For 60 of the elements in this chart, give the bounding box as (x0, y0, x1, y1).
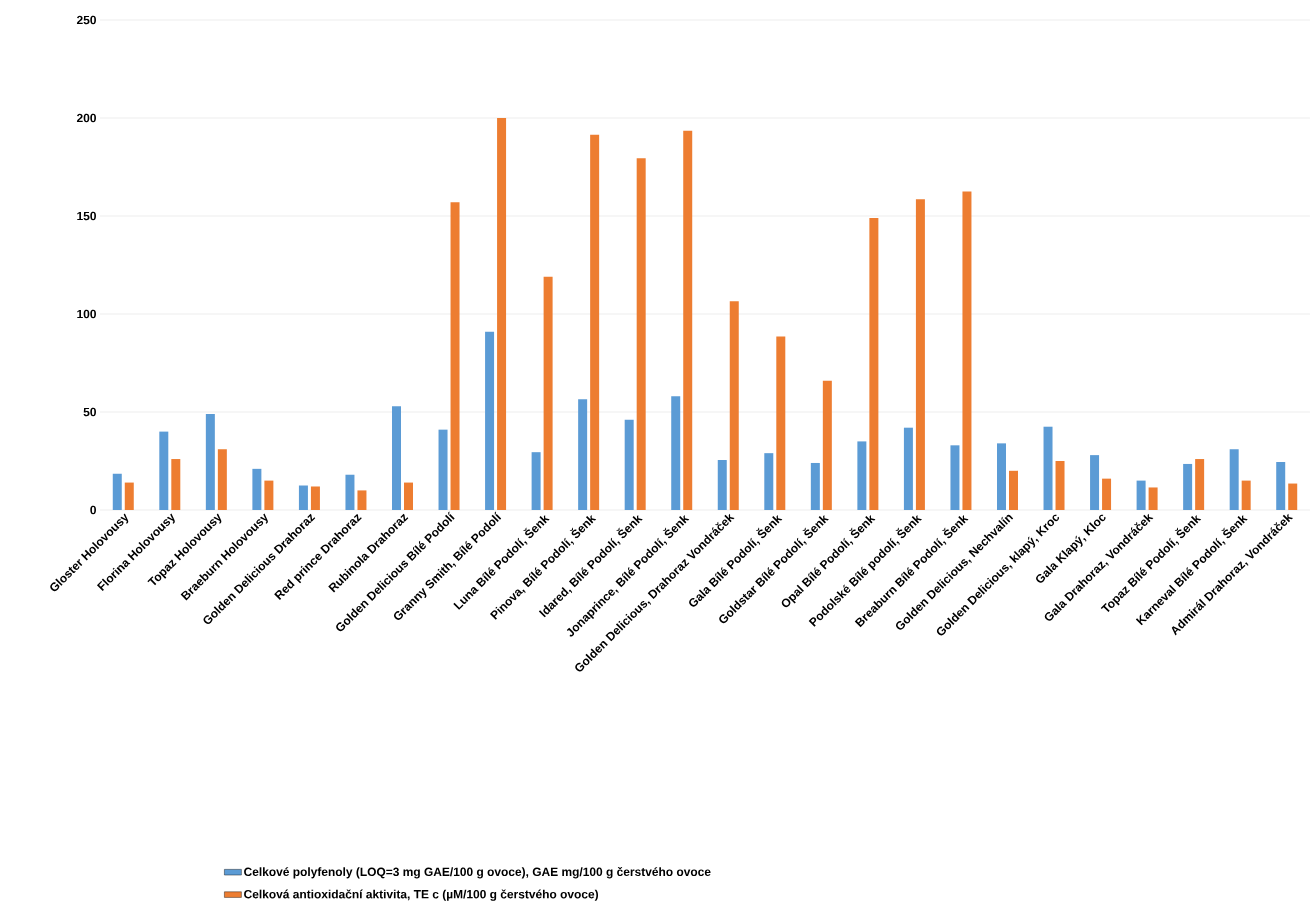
bar (392, 406, 401, 510)
bar (497, 118, 507, 510)
y-tick-label: 50 (83, 407, 96, 417)
bar (950, 445, 960, 510)
bar (1276, 461, 1286, 510)
bar (159, 431, 169, 510)
bar (485, 331, 495, 510)
bar (764, 453, 774, 510)
bar (404, 482, 413, 510)
bar (717, 460, 727, 510)
bar (857, 441, 867, 510)
bar (298, 485, 308, 510)
bar (1183, 463, 1193, 510)
bar (1043, 426, 1053, 510)
bar (1288, 483, 1298, 510)
legend-label: Celková antioxidační aktivita, TE c (µM/100 g čerstvého ovoce) (244, 889, 599, 901)
bar (1229, 449, 1239, 510)
bar (903, 427, 913, 510)
bar (1102, 478, 1112, 510)
bar (531, 452, 541, 510)
bar (1195, 459, 1205, 510)
bar (124, 482, 134, 510)
bar (357, 490, 367, 510)
bar (624, 419, 634, 510)
bar (915, 199, 925, 510)
bar (112, 473, 122, 510)
bar (1148, 487, 1158, 510)
bar (962, 191, 972, 510)
bar (683, 130, 693, 510)
bar (1136, 480, 1146, 510)
bar (996, 443, 1006, 510)
bar (450, 202, 460, 510)
y-tick-label: 200 (76, 113, 96, 123)
bar (869, 217, 879, 510)
bar (310, 486, 320, 510)
bar (671, 396, 681, 510)
bar (590, 134, 600, 510)
y-tick-label: 150 (77, 211, 96, 221)
bar (345, 474, 355, 510)
bar (171, 459, 181, 510)
y-tick-label: 250 (76, 15, 96, 25)
legend-label: Celkové polyfenoly (LOQ=3 mg GAE/100 g ovoce), GAE mg/100 g čerstvého ovoce (244, 867, 711, 879)
bar (578, 399, 588, 510)
bar (636, 158, 646, 510)
bar (1241, 480, 1251, 510)
bar (252, 468, 262, 510)
bar (438, 429, 448, 510)
bar (729, 301, 739, 510)
bar (1055, 461, 1065, 510)
bar (264, 480, 274, 510)
bar (776, 336, 786, 510)
y-tick-label: 0 (90, 505, 96, 515)
bar (822, 380, 832, 510)
bar (810, 462, 820, 510)
bar (217, 449, 227, 510)
y-tick-label: 100 (77, 309, 96, 319)
bar (1090, 455, 1100, 510)
bar (1008, 470, 1018, 510)
bar (205, 413, 215, 510)
bar (543, 276, 553, 510)
